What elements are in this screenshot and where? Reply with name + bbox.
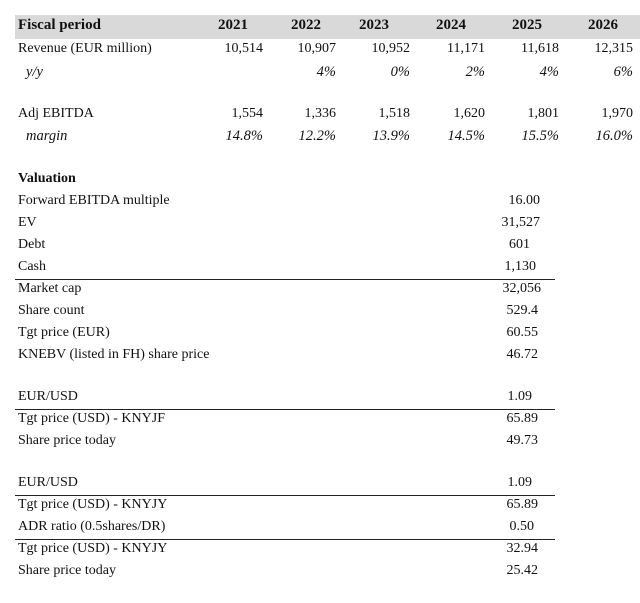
adj-ebitda-value: 1,620 [453, 106, 486, 121]
adj-ebitda-value: 1,518 [378, 106, 411, 121]
valuation-row-value: 46.72 [506, 347, 539, 362]
header-bar [15, 15, 640, 39]
valuation-row-value: 1,130 [504, 259, 537, 274]
adj-ebitda-value: 1,336 [304, 106, 337, 121]
valuation-title: Valuation [18, 171, 76, 186]
adr-row-label: Tgt price (USD) - KNYJY [18, 497, 168, 512]
revenue-value: 11,171 [447, 41, 485, 56]
valuation-row-label: Share count [18, 303, 85, 318]
yoy-value: 4% [316, 64, 336, 80]
adj-ebitda-value: 1,970 [601, 106, 634, 121]
revenue-label: Revenue (EUR million) [18, 41, 152, 56]
usd-row-label: Tgt price (USD) - KNYJF [18, 411, 165, 426]
year-header: 2025 [512, 17, 542, 33]
usd-row-value: 49.73 [506, 433, 539, 448]
adr-row-label: EUR/USD [18, 475, 78, 490]
adr-row-value: 25.42 [506, 563, 539, 578]
usd-row-label: EUR/USD [18, 389, 78, 404]
valuation-row-value: 16.00 [508, 193, 541, 208]
margin-label: margin [26, 128, 68, 144]
year-header: 2024 [436, 17, 466, 33]
adr-row-value: 65.89 [506, 497, 539, 512]
margin-value: 13.9% [372, 128, 410, 144]
valuation-row-label: KNEBV (listed in FH) share price [18, 347, 210, 362]
adj-ebitda-value: 1,801 [527, 106, 560, 121]
valuation-row-value: 60.55 [506, 325, 539, 340]
usd-row-label: Share price today [18, 433, 116, 448]
revenue-value: 10,907 [297, 41, 337, 56]
revenue-value: 10,952 [371, 41, 411, 56]
year-header: 2023 [359, 17, 389, 33]
yoy-value: 0% [390, 64, 410, 80]
valuation-row-value: 32,056 [502, 281, 542, 296]
margin-value: 14.5% [447, 128, 485, 144]
valuation-row-label: EV [18, 215, 37, 230]
margin-value: 14.8% [225, 128, 263, 144]
fiscal-period-header: Fiscal period [18, 17, 101, 33]
divider [15, 539, 555, 540]
adr-row-value: 32.94 [506, 541, 539, 556]
adj-ebitda-value: 1,554 [231, 106, 264, 121]
valuation-row-value: 31,527 [501, 215, 541, 230]
valuation-row-value: 529.4 [506, 303, 539, 318]
valuation-row-value: 601 [509, 237, 530, 252]
margin-value: 15.5% [521, 128, 559, 144]
year-header: 2026 [588, 17, 618, 33]
yoy-value: 4% [539, 64, 559, 80]
usd-row-value: 1.09 [507, 389, 533, 404]
adr-row-label: Tgt price (USD) - KNYJY [18, 541, 168, 556]
valuation-row-label: Market cap [18, 281, 82, 296]
revenue-value: 11,618 [521, 41, 559, 56]
divider [15, 409, 555, 410]
adr-row-label: ADR ratio (0.5shares/DR) [18, 519, 166, 534]
margin-value: 12.2% [298, 128, 336, 144]
margin-value: 16.0% [595, 128, 633, 144]
usd-row-value: 65.89 [506, 411, 539, 426]
yoy-value: 6% [613, 64, 633, 80]
revenue-value: 12,315 [594, 41, 634, 56]
revenue-value: 10,514 [224, 41, 264, 56]
adr-row-value: 1.09 [507, 475, 533, 490]
adr-row-label: Share price today [18, 563, 116, 578]
year-header: 2021 [218, 17, 248, 33]
valuation-row-label: Tgt price (EUR) [18, 325, 110, 340]
valuation-row-label: Debt [18, 237, 46, 252]
yoy-label: y/y [26, 64, 43, 80]
divider [15, 495, 555, 496]
valuation-row-label: Cash [18, 259, 46, 274]
yoy-value: 2% [465, 64, 485, 80]
divider [15, 279, 555, 280]
adr-row-value: 0.50 [509, 519, 535, 534]
year-header: 2022 [291, 17, 321, 33]
adj-ebitda-label: Adj EBITDA [18, 106, 94, 121]
valuation-row-label: Forward EBITDA multiple [18, 193, 170, 208]
